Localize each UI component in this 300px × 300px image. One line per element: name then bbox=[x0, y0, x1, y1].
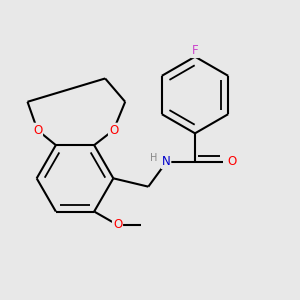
Text: O: O bbox=[33, 124, 42, 136]
Text: F: F bbox=[192, 44, 198, 57]
Text: O: O bbox=[113, 218, 122, 231]
Text: O: O bbox=[109, 124, 118, 136]
Text: O: O bbox=[227, 155, 237, 168]
Text: N: N bbox=[162, 155, 170, 168]
Text: H: H bbox=[150, 153, 158, 163]
